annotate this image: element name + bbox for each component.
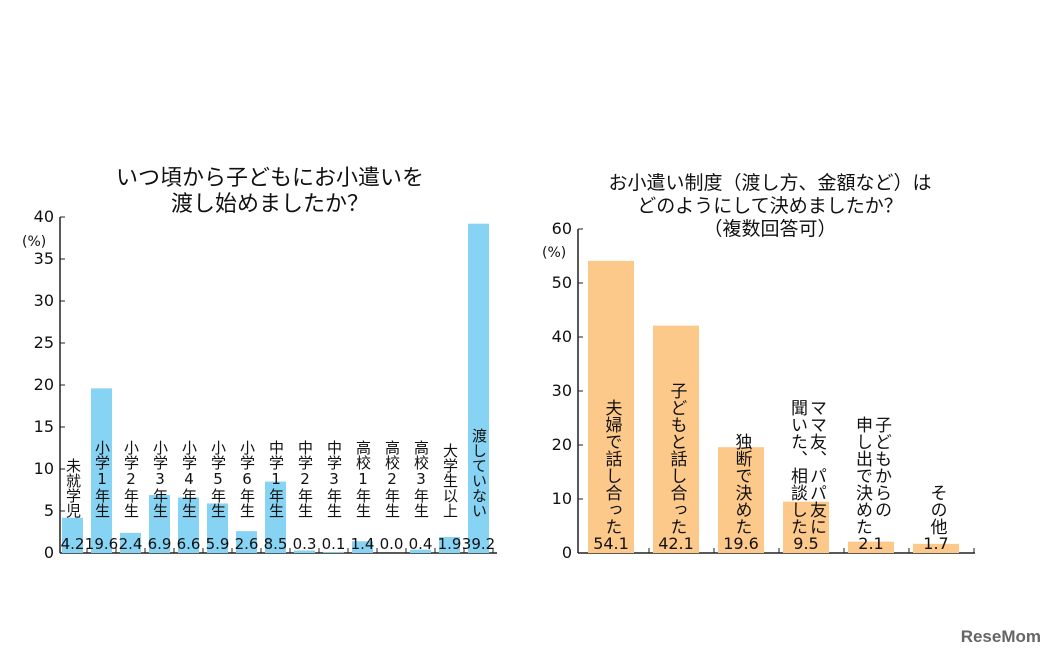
bar xyxy=(207,503,228,553)
y-axis-unit: (%) xyxy=(22,234,47,250)
y-tick-label: 0 xyxy=(43,543,54,562)
value-label: 1.9 xyxy=(437,535,462,553)
category-label: 子どもからの 申し出で決めた xyxy=(852,416,891,535)
value-label: 0.1 xyxy=(321,535,346,553)
category-label: 未就学児 xyxy=(64,458,82,518)
chart-title-decision-method: お小遣い制度（渡し方、金額など）は どのようにして決めましたか？ （複数回答可） xyxy=(608,172,932,240)
category-label: 子どもと話し合った xyxy=(666,382,687,535)
bar xyxy=(410,549,431,553)
bar xyxy=(236,531,257,553)
value-label: 2.1 xyxy=(858,534,884,553)
category-label: 独断で決めた xyxy=(731,433,752,535)
y-tick-label: 40 xyxy=(33,207,54,226)
bar xyxy=(323,552,344,553)
y-axis-unit: (%) xyxy=(542,245,567,261)
bar xyxy=(120,532,141,553)
category-label: 大学生以上 xyxy=(441,443,459,518)
bar xyxy=(848,541,894,553)
y-tick-label: 25 xyxy=(33,333,54,352)
bar xyxy=(588,260,634,553)
value-label: 0.3 xyxy=(292,535,317,553)
y-tick-label: 5 xyxy=(43,501,54,520)
value-label: 9.5 xyxy=(793,534,819,553)
chart-title-start-age: いつ頃から子どもにお小遣いを 渡し始めましたか？ xyxy=(115,166,424,217)
y-tick-label: 10 xyxy=(33,459,54,478)
bar xyxy=(294,550,315,553)
y-tick-label: 60 xyxy=(551,219,572,238)
resemom-logo: ReseMom xyxy=(960,627,1041,646)
bar xyxy=(653,325,699,553)
bar xyxy=(718,447,764,553)
bar xyxy=(468,223,489,553)
y-tick-label: 20 xyxy=(33,375,54,394)
value-label: 6.6 xyxy=(176,535,201,553)
value-label: 8.5 xyxy=(263,535,288,553)
value-label: 0.4 xyxy=(408,535,433,553)
y-tick-label: 50 xyxy=(551,273,572,292)
category-label: 夫婦で話し合った xyxy=(601,399,622,535)
category-label: 中学2年生 xyxy=(296,440,314,518)
value-label: 2.4 xyxy=(118,535,143,553)
category-label: 小学4年生 xyxy=(180,440,198,518)
category-label: 中学3年生 xyxy=(325,440,343,518)
bar xyxy=(913,543,959,553)
bar xyxy=(783,501,829,553)
value-label: 1.4 xyxy=(350,535,375,553)
category-label: その他 xyxy=(926,484,947,535)
bar xyxy=(62,517,83,553)
value-label: 39.2 xyxy=(461,535,496,553)
bar xyxy=(439,537,460,553)
y-tick-label: 35 xyxy=(33,249,54,268)
bar xyxy=(149,495,170,553)
category-label: 高校2年生 xyxy=(383,440,401,518)
y-tick-label: 30 xyxy=(551,381,572,400)
category-label: 中学1年生 xyxy=(267,440,285,518)
y-tick-label: 20 xyxy=(551,435,572,454)
value-label: 6.9 xyxy=(147,535,172,553)
category-label: 小学5年生 xyxy=(209,440,227,518)
value-label: 42.1 xyxy=(658,534,694,553)
bar xyxy=(91,388,112,553)
y-tick-label: 10 xyxy=(551,489,572,508)
category-label: ママ友、パパ友に 聞いた、相談した xyxy=(787,399,826,535)
value-label: 19.6 xyxy=(84,535,119,553)
value-label: 19.6 xyxy=(723,534,759,553)
category-label: 渡していない xyxy=(470,428,488,518)
bar xyxy=(178,497,199,553)
value-label: 0.0 xyxy=(379,535,404,553)
bar xyxy=(352,541,373,553)
category-label: 小学2年生 xyxy=(122,440,140,518)
value-label: 2.6 xyxy=(234,535,259,553)
category-label: 小学6年生 xyxy=(238,440,256,518)
category-label: 小学1年生 xyxy=(93,440,111,518)
value-label: 54.1 xyxy=(593,534,629,553)
y-tick-label: 30 xyxy=(33,291,54,310)
category-label: 小学3年生 xyxy=(151,440,169,518)
y-tick-label: 0 xyxy=(561,543,572,562)
category-label: 高校1年生 xyxy=(354,440,372,518)
value-label: 1.7 xyxy=(923,534,949,553)
y-tick-label: 15 xyxy=(33,417,54,436)
value-label: 4.2 xyxy=(60,535,85,553)
y-tick-label: 40 xyxy=(551,327,572,346)
value-label: 5.9 xyxy=(205,535,230,553)
bar xyxy=(265,481,286,553)
category-label: 高校3年生 xyxy=(412,440,430,518)
